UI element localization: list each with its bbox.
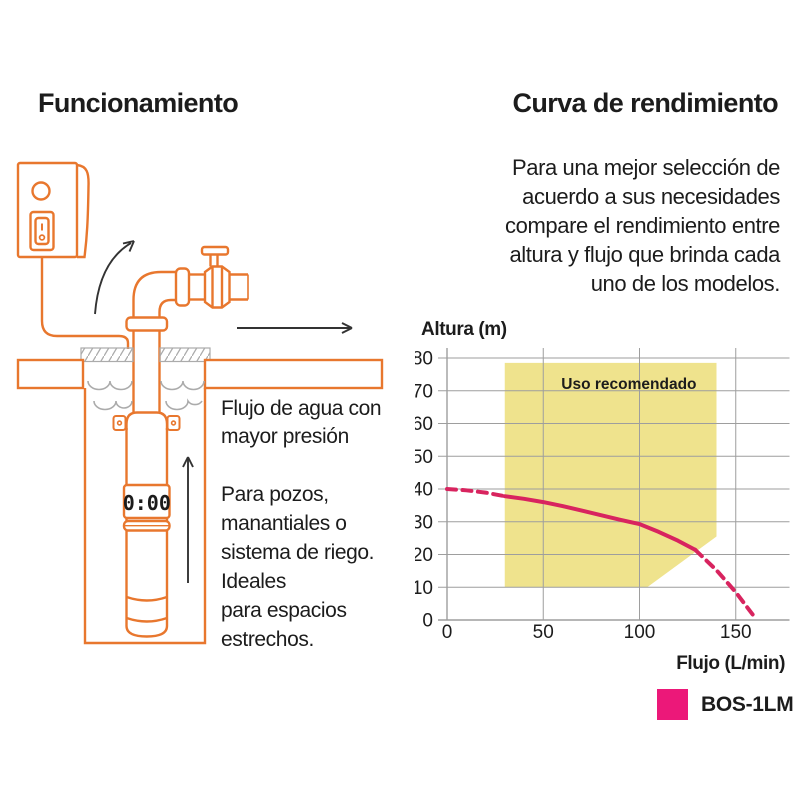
- x-tick-label: 0: [442, 622, 453, 643]
- y-axis-title: Altura (m): [421, 319, 507, 340]
- legend: BOS-1LM: [657, 689, 794, 720]
- well-walls: [83, 388, 207, 645]
- recommended-region-label: Uso recomendado: [561, 376, 696, 393]
- flow-curve-arrow-icon: [94, 240, 135, 315]
- section-title-funcionamiento: Funcionamiento: [38, 88, 239, 118]
- performance-chart: Altura (m) 0 10 20 30 40 50 60 70 80 0 50 100 150 Uso…: [415, 315, 800, 680]
- ground-surface: [16, 358, 384, 390]
- ground-slab: [80, 347, 211, 363]
- power-cable: [40, 257, 130, 349]
- y-tick-label: 70: [415, 381, 433, 402]
- caption-water-flow: Flujo de agua con mayor presión: [221, 397, 382, 448]
- caption-use-cases: Para pozos, manantiales o sistema de rie…: [221, 483, 375, 651]
- x-axis-title: Flujo (L/min): [676, 653, 785, 674]
- selection-paragraph: Para una mejor selección de acuerdo a su…: [505, 155, 780, 296]
- x-tick-label: 100: [624, 622, 656, 643]
- y-tick-label: 80: [415, 349, 433, 370]
- x-tick-label: 150: [720, 622, 752, 643]
- pump-up-arrow-icon: [182, 456, 194, 583]
- y-tick-label: 50: [415, 447, 433, 468]
- y-tick-label: 40: [415, 480, 433, 501]
- y-tick-label: 60: [415, 414, 433, 435]
- recommended-region: [504, 362, 717, 588]
- legend-model-label: BOS-1LM: [701, 692, 794, 716]
- performance-curve-plot: 0 10 20 30 40 50 60 70 80 0 50 100 150 Uso recomendad…: [415, 348, 790, 643]
- power-switch-icon: [16, 161, 90, 259]
- y-tick-label: 10: [415, 578, 433, 599]
- pump-installation-diagram: 0:00: [16, 161, 384, 645]
- submersible-pump-icon: 0:00: [112, 411, 181, 638]
- legend-color-swatch: [657, 689, 688, 720]
- section-title-curva: Curva de rendimiento: [512, 88, 778, 118]
- water-waves-icon: [87, 380, 205, 411]
- x-tick-label: 50: [533, 622, 554, 643]
- flow-out-arrow-icon: [237, 322, 353, 334]
- pump-grille-display: 0:00: [123, 491, 171, 515]
- performance-curve-dashed: [445, 487, 507, 499]
- performance-curve-solid: [502, 494, 698, 552]
- y-tick-label: 20: [415, 545, 433, 566]
- y-tick-label: 30: [415, 512, 433, 533]
- y-tick-label: 0: [422, 611, 433, 632]
- performance-curve-dashed: [693, 547, 756, 618]
- pipe-and-valve-icon: [125, 245, 249, 414]
